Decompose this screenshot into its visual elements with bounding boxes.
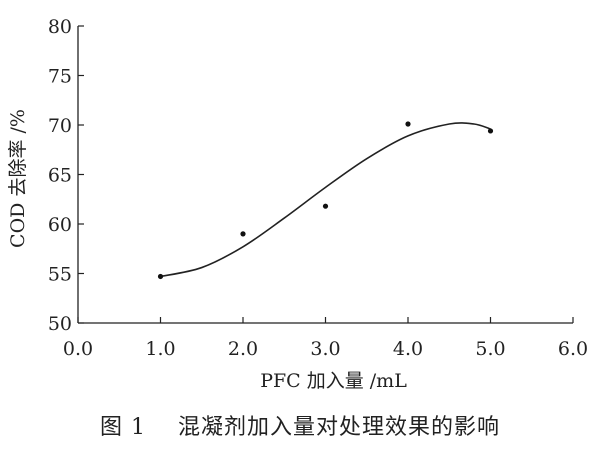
x-axis-ticks: 0.0 1.0 2.0 3.0 4.0 5.0 6.0 xyxy=(63,317,588,360)
y-tick-label: 75 xyxy=(48,66,72,88)
y-axis-label: COD 去除率 /% xyxy=(7,109,29,248)
chart-axes xyxy=(77,26,573,324)
y-tick-label: 60 xyxy=(48,214,72,236)
chart-plot: 0.0 1.0 2.0 3.0 4.0 5.0 6.0 50 55 60 65 70 75 80 PFC… xyxy=(7,16,588,392)
data-point xyxy=(487,128,494,134)
y-tick-label: 50 xyxy=(48,313,72,335)
x-tick-label: 2.0 xyxy=(228,338,258,360)
figure-caption-text: 混凝剂加入量对处理效果的影响 xyxy=(177,415,500,440)
x-axis-label: PFC 加入量 /mL xyxy=(260,370,407,392)
fit-curve-layer xyxy=(160,122,491,278)
x-tick-label: 4.0 xyxy=(393,338,423,360)
y-axis-ticks: 50 55 60 65 70 75 80 xyxy=(48,16,84,335)
x-tick-label: 0.0 xyxy=(63,338,93,360)
y-tick-label: 65 xyxy=(48,165,72,187)
fit-curve xyxy=(160,122,491,278)
data-point xyxy=(157,273,164,280)
x-tick-label: 6.0 xyxy=(558,338,588,360)
x-tick-label: 1.0 xyxy=(145,338,175,360)
y-tick-label: 70 xyxy=(48,115,72,137)
x-tick-label: 3.0 xyxy=(310,338,340,360)
y-tick-label: 80 xyxy=(48,16,72,38)
data-points-layer xyxy=(157,121,494,280)
data-point xyxy=(240,231,246,237)
figure-number: 图 1 xyxy=(100,415,146,440)
data-point xyxy=(322,203,329,209)
data-point xyxy=(405,121,411,127)
x-tick-label: 5.0 xyxy=(475,338,505,360)
figure-caption: 图 1 混凝剂加入量对处理效果的影响 xyxy=(0,409,600,441)
y-tick-label: 55 xyxy=(48,264,72,286)
